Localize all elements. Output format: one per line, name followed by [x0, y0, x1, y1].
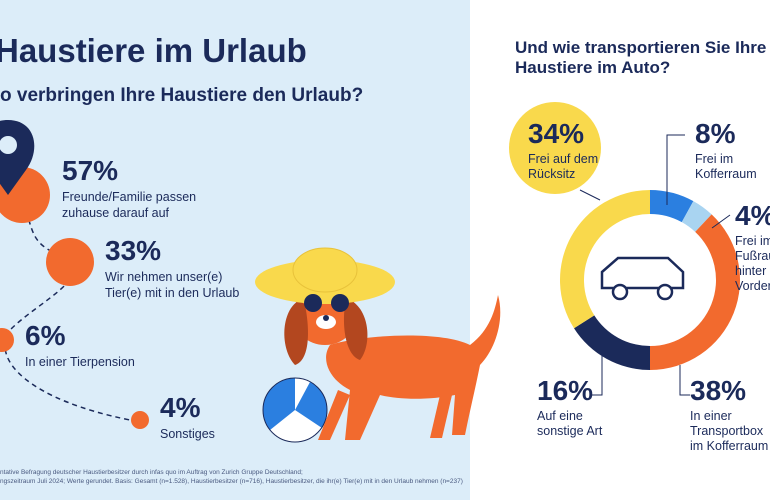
highlight-bubble [509, 102, 601, 194]
item-value: 57% [62, 155, 119, 186]
category-label: Frei im Kofferraum [695, 152, 757, 181]
bubble [0, 328, 14, 352]
donut-segment [574, 315, 650, 370]
value-label: 16% [537, 375, 594, 406]
category-label: Auf eine sonstige Art [537, 409, 603, 438]
question: o verbringen Ihre Haustiere den Urlaub? [0, 85, 364, 106]
ball [262, 377, 328, 443]
donut-segment [681, 201, 712, 232]
item-value: 4% [160, 392, 201, 423]
bubble [131, 411, 149, 429]
value-label: 8% [695, 118, 736, 149]
donut-segment [650, 214, 741, 370]
bubble [46, 238, 94, 286]
value-label: 38% [690, 375, 747, 406]
connectors [579, 134, 731, 396]
category-label: In einer Transportbox im Kofferraum [690, 409, 769, 453]
pin-hole [0, 136, 17, 154]
item-text: Freunde/Familie passen zuhause darauf au… [62, 190, 197, 220]
item-value: 33% [105, 235, 162, 266]
item-text: Sonstiges [160, 427, 215, 441]
dog [255, 247, 501, 440]
category-label: Frei auf dem Rücksitz [528, 152, 599, 181]
donut-segment [650, 190, 694, 223]
item-text: Wir nehmen unser(e) Tier(e) mit in den U… [105, 270, 240, 300]
item-text: In einer Tierpension [25, 355, 135, 369]
chart-title: Und wie transportieren Sie Ihre Haustier… [515, 38, 767, 77]
value-label: 4% [735, 200, 770, 231]
footnote: ntative Befragung deutscher Haustierbesi… [0, 469, 463, 485]
value-label: 34% [528, 118, 585, 149]
route [4, 179, 131, 421]
donut-segment [560, 190, 650, 329]
category-label: Frei im Fußrau hinter Vorder [735, 234, 770, 293]
title: Haustiere im Urlaub [0, 32, 307, 69]
car-icon [600, 256, 685, 301]
item-value: 6% [25, 320, 66, 351]
